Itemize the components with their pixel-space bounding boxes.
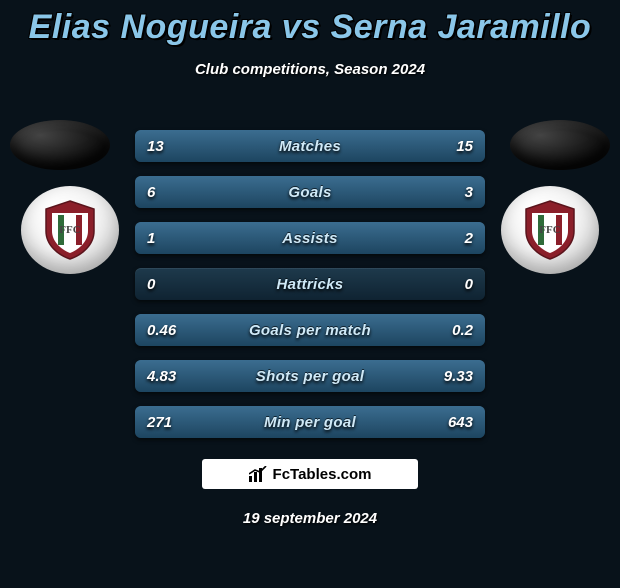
stat-value-right: 9.33 — [444, 360, 473, 392]
svg-text:FFC: FFC — [59, 224, 80, 236]
brand-text: FcTables.com — [273, 466, 372, 483]
stat-value-left: 4.83 — [147, 360, 176, 392]
stat-label: Hattricks — [135, 268, 485, 300]
brand-badge: FcTables.com — [202, 459, 418, 489]
stat-row: Matches13 15 — [135, 130, 485, 162]
stat-value-left: 6 — [147, 176, 155, 208]
stat-label: Goals — [135, 176, 485, 208]
date-text: 19 september 2024 — [0, 510, 620, 527]
stat-value-left: 1 — [147, 222, 155, 254]
stat-row: Hattricks0 0 — [135, 268, 485, 300]
page-title: Elias Nogueira vs Serna Jaramillo — [0, 8, 620, 47]
stat-value-left: 0.46 — [147, 314, 176, 346]
stat-row: Goals6 3 — [135, 176, 485, 208]
stat-label: Shots per goal — [135, 360, 485, 392]
chart-icon — [249, 466, 267, 482]
stat-label: Min per goal — [135, 406, 485, 438]
stat-value-right: 643 — [448, 406, 473, 438]
club-crest-left: FFC — [21, 186, 119, 274]
stat-value-left: 271 — [147, 406, 172, 438]
shield-icon: FFC — [522, 199, 578, 261]
stat-value-left: 0 — [147, 268, 155, 300]
stat-value-left: 13 — [147, 130, 164, 162]
club-crest-right: FFC — [501, 186, 599, 274]
stat-row: Min per goal271 643 — [135, 406, 485, 438]
shield-icon: FFC — [42, 199, 98, 261]
svg-text:FFC: FFC — [539, 224, 560, 236]
stat-label: Goals per match — [135, 314, 485, 346]
stat-value-right: 2 — [465, 222, 473, 254]
stat-value-right: 0.2 — [452, 314, 473, 346]
player-flag-right — [510, 120, 610, 170]
player-flag-left — [10, 120, 110, 170]
stat-row: Goals per match0.46 0.2 — [135, 314, 485, 346]
stats-container: Matches13 15 Goals6 3 Assists1 2 Hattricks0 0 Go… — [135, 130, 485, 452]
stat-value-right: 15 — [456, 130, 473, 162]
stat-value-right: 0 — [465, 268, 473, 300]
stat-row: Shots per goal4.83 9.33 — [135, 360, 485, 392]
stat-value-right: 3 — [465, 176, 473, 208]
subtitle: Club competitions, Season 2024 — [0, 61, 620, 78]
stat-label: Matches — [135, 130, 485, 162]
stat-row: Assists1 2 — [135, 222, 485, 254]
stat-label: Assists — [135, 222, 485, 254]
